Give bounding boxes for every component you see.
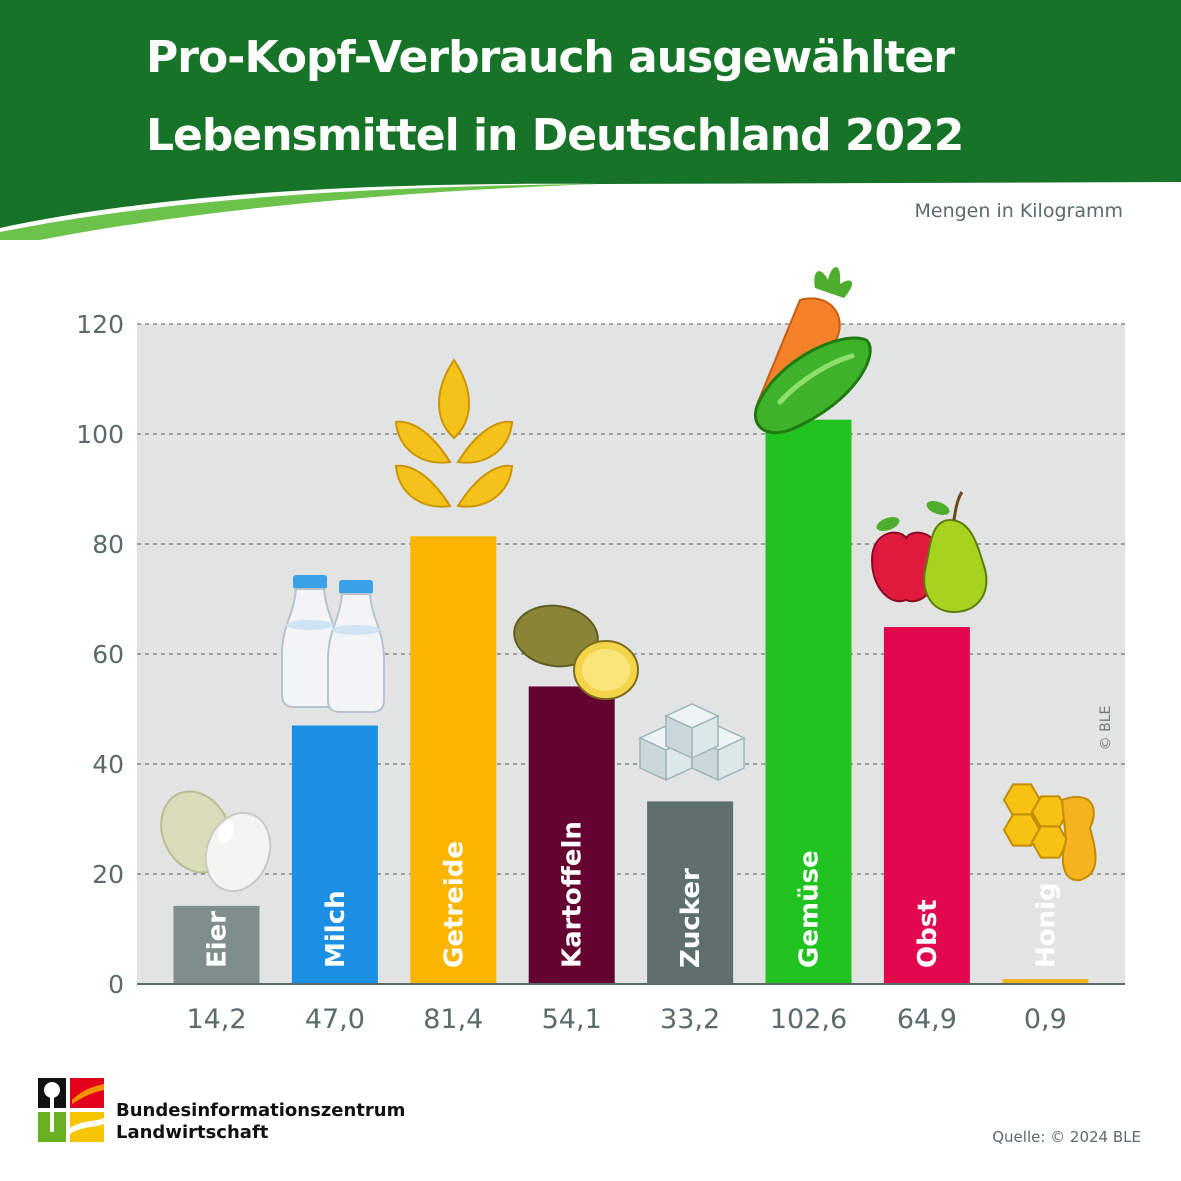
food-icons bbox=[160, 266, 1097, 893]
unit-note: Mengen in Kilogramm bbox=[914, 200, 1124, 222]
value-label: 47,0 bbox=[305, 1004, 365, 1035]
honey-icon bbox=[1002, 783, 1097, 882]
value-label: 0,9 bbox=[1024, 1004, 1067, 1035]
value-label: 33,2 bbox=[660, 1004, 720, 1035]
value-label: 14,2 bbox=[186, 1004, 246, 1035]
bar-getreide bbox=[410, 536, 497, 984]
value-labels: 14,2 47,0 81,4 54,1 33,2 102,6 64,9 0,9 bbox=[186, 1004, 1066, 1035]
organization-name-line-2: Landwirtschaft bbox=[116, 1122, 269, 1143]
copyright-mark: © BLE bbox=[1095, 700, 1117, 760]
bar-label: Honig bbox=[1031, 882, 1061, 968]
logo-icon bbox=[38, 1078, 104, 1142]
bar-eier bbox=[173, 905, 260, 984]
milk-bottles-icon bbox=[281, 575, 385, 713]
bars: Eier Milch Getreide Kartoffeln Zucker Gemüse O… bbox=[173, 419, 1089, 984]
bar-milch bbox=[291, 725, 378, 984]
bar-label: Gemüse bbox=[795, 850, 825, 968]
bar-label: Milch bbox=[321, 890, 351, 968]
bar-label: Getreide bbox=[439, 841, 469, 968]
page-title-line-1: Pro-Kopf-Verbrauch ausgewählter bbox=[146, 32, 955, 83]
bar-zucker bbox=[647, 801, 734, 984]
value-label: 54,1 bbox=[542, 1004, 602, 1035]
carrot-cucumber-icon bbox=[753, 266, 872, 435]
bar-label: Kartoffeln bbox=[558, 821, 588, 968]
organization-name-line-1: Bundesinformationszentrum bbox=[116, 1100, 406, 1121]
sugar-cubes-icon bbox=[638, 703, 746, 782]
y-axis-ticks: 0 20 40 60 80 100 120 bbox=[76, 310, 124, 999]
value-label: 102,6 bbox=[770, 1004, 847, 1035]
y-tick-label: 60 bbox=[92, 640, 124, 669]
bar-label: Eier bbox=[203, 911, 233, 968]
y-tick-label: 80 bbox=[92, 530, 124, 559]
copyright-text: © BLE bbox=[1098, 705, 1114, 751]
bar-kartoffeln bbox=[528, 686, 615, 984]
bar-gemüse bbox=[765, 419, 852, 984]
y-tick-label: 40 bbox=[92, 750, 124, 779]
source-note: Quelle: © 2024 BLE bbox=[992, 1128, 1141, 1146]
eggs-icon bbox=[160, 790, 272, 893]
bar-obst bbox=[883, 627, 970, 984]
value-label: 81,4 bbox=[423, 1004, 483, 1035]
y-tick-label: 0 bbox=[108, 970, 124, 999]
y-tick-label: 120 bbox=[76, 310, 124, 339]
organization-name: Bundesinformationszentrum Landwirtschaft bbox=[116, 1100, 405, 1144]
wheat-icon bbox=[394, 358, 514, 508]
page-title-line-2: Lebensmittel in Deutschland 2022 bbox=[146, 110, 964, 161]
potatoes-icon bbox=[513, 604, 639, 700]
apple-pear-icon bbox=[870, 491, 988, 614]
bar-label: Zucker bbox=[676, 868, 706, 968]
value-label: 64,9 bbox=[897, 1004, 957, 1035]
bar-label: Obst bbox=[913, 899, 943, 968]
header-banner bbox=[0, 0, 1181, 240]
y-tick-label: 20 bbox=[92, 860, 124, 889]
y-tick-label: 100 bbox=[76, 420, 124, 449]
bar-honig bbox=[1002, 979, 1089, 984]
